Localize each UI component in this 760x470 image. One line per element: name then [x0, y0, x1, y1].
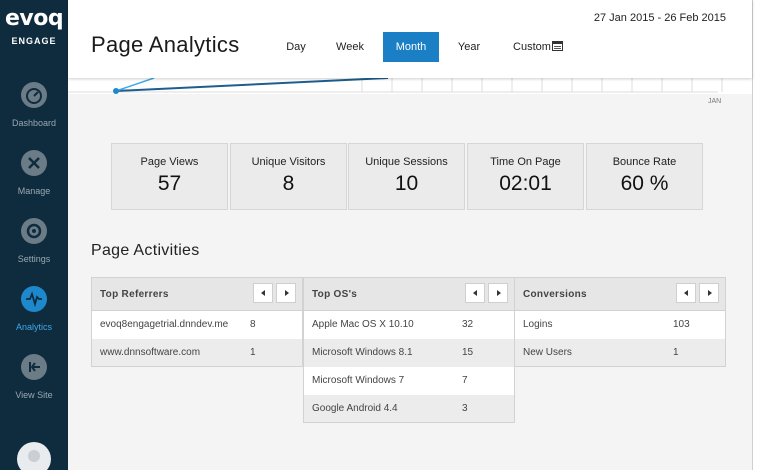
os-name: Google Android 4.4 [312, 403, 398, 414]
metric-value: 8 [282, 172, 295, 195]
table-row: Google Android 4.4 3 [303, 395, 515, 423]
table-row: www.dnnsoftware.com 1 [91, 339, 303, 367]
prev-page-button[interactable] [465, 283, 485, 303]
metric-label: Page Views [140, 156, 199, 168]
sidebar: evoq ENGAGE Dashboard Manage Settings An… [0, 0, 68, 470]
conversions-panel: Conversions Logins 103 New Users 1 [514, 277, 726, 367]
sidebar-item-label: Manage [17, 186, 51, 196]
user-icon [28, 450, 40, 462]
os-count: 32 [462, 319, 474, 330]
referrer-name: www.dnnsoftware.com [100, 347, 201, 358]
sidebar-item-dashboard[interactable]: Dashboard [0, 82, 68, 146]
metric-unique-sessions: Unique Sessions 10 [348, 143, 465, 210]
chart-canvas: JAN [68, 78, 752, 105]
sidebar-item-label: Analytics [15, 322, 52, 332]
panel-header: Top OS's [303, 277, 515, 311]
period-tab-year[interactable]: Year [452, 32, 486, 62]
os-count: 15 [462, 347, 474, 358]
prev-page-button[interactable] [253, 283, 273, 303]
metric-time-on-page: Time On Page 02:01 [467, 143, 584, 210]
table-row: Microsoft Windows 7 7 [303, 367, 515, 395]
table-row: evoq8engagetrial.dnndev.me 8 [91, 311, 303, 339]
panel-header: Top Referrers [91, 277, 303, 311]
conversion-name: New Users [523, 347, 572, 358]
traffic-chart: JAN [68, 78, 752, 108]
os-name: Microsoft Windows 7 [312, 375, 405, 386]
period-tab-day[interactable]: Day [278, 32, 314, 62]
period-tab-month[interactable]: Month [383, 32, 439, 62]
metric-page-views: Page Views 57 [111, 143, 228, 210]
gear-icon [21, 218, 47, 244]
metric-unique-visitors: Unique Visitors 8 [230, 143, 347, 210]
period-tab-label: Day [286, 41, 306, 53]
prev-page-button[interactable] [676, 283, 696, 303]
page-header: Page Analytics 27 Jan 2015 - 26 Feb 2015… [68, 0, 752, 78]
panel-title: Top OS's [312, 289, 358, 300]
sidebar-item-view-site[interactable]: View Site [0, 354, 68, 418]
referrer-count: 1 [250, 347, 256, 358]
metric-value: 02:01 [499, 172, 552, 195]
chart-data-point [113, 88, 119, 94]
pulse-icon [21, 286, 47, 312]
sidebar-item-analytics[interactable]: Analytics [0, 286, 68, 350]
os-count: 3 [462, 403, 468, 414]
period-tab-custom[interactable]: Custom [508, 32, 568, 62]
sidebar-item-label: Dashboard [11, 118, 57, 128]
sidebar-item-label: Settings [17, 254, 51, 264]
table-row: Apple Mac OS X 10.10 32 [303, 311, 515, 339]
product-name: ENGAGE [11, 36, 57, 46]
chart-series-line [115, 78, 389, 92]
window-frame-edge [752, 0, 760, 470]
metric-value: 57 [157, 172, 182, 195]
panel-title: Conversions [523, 289, 587, 300]
next-page-button[interactable] [488, 283, 508, 303]
calendar-icon [551, 41, 563, 51]
os-name: Microsoft Windows 8.1 [312, 347, 413, 358]
tools-icon [21, 150, 47, 176]
table-row: Logins 103 [514, 311, 726, 339]
date-range[interactable]: 27 Jan 2015 - 26 Feb 2015 [593, 12, 726, 24]
conversion-name: Logins [523, 319, 553, 330]
conversion-count: 103 [673, 319, 690, 330]
period-tab-label: Month [395, 41, 427, 53]
chart-series-line-start [115, 78, 155, 92]
period-tab-label: Year [457, 41, 481, 53]
metric-label: Time On Page [490, 156, 561, 168]
referrer-name: evoq8engagetrial.dnndev.me [100, 319, 229, 330]
metric-label: Unique Sessions [365, 156, 448, 168]
metric-bounce-rate: Bounce Rate 60 % [586, 143, 703, 210]
page-title: Page Analytics [91, 32, 240, 57]
top-os-panel: Top OS's Apple Mac OS X 10.10 32 Microso… [303, 277, 515, 423]
sidebar-item-settings[interactable]: Settings [0, 218, 68, 282]
avatar[interactable] [17, 442, 51, 470]
gauge-icon [21, 82, 47, 108]
sidebar-item-manage[interactable]: Manage [0, 150, 68, 214]
logo[interactable]: evoq ENGAGE [0, 6, 68, 46]
table-row: New Users 1 [514, 339, 726, 367]
referrer-count: 8 [250, 319, 256, 330]
os-name: Apple Mac OS X 10.10 [312, 319, 414, 330]
metric-value: 60 % [620, 172, 669, 195]
period-tab-week[interactable]: Week [330, 32, 370, 62]
metric-label: Unique Visitors [251, 156, 326, 168]
exit-arrow-icon [21, 354, 47, 380]
logo-wordmark: evoq [4, 6, 64, 31]
top-referrers-panel: Top Referrers evoq8engagetrial.dnndev.me… [91, 277, 303, 367]
next-page-button[interactable] [276, 283, 296, 303]
period-tab-label: Week [336, 41, 364, 53]
period-tab-label: Custom [513, 41, 551, 53]
chart-grid [68, 78, 723, 93]
next-page-button[interactable] [699, 283, 719, 303]
sidebar-item-label: View Site [15, 390, 53, 400]
chart-plot-area [68, 78, 752, 94]
section-title: Page Activities [91, 242, 200, 259]
table-row: Microsoft Windows 8.1 15 [303, 339, 515, 367]
conversion-count: 1 [673, 347, 679, 358]
chart-x-tick-label: JAN [708, 98, 721, 105]
panel-title: Top Referrers [100, 289, 169, 300]
metric-label: Bounce Rate [612, 156, 677, 168]
metric-value: 10 [394, 172, 419, 195]
os-count: 7 [462, 375, 468, 386]
panel-header: Conversions [514, 277, 726, 311]
